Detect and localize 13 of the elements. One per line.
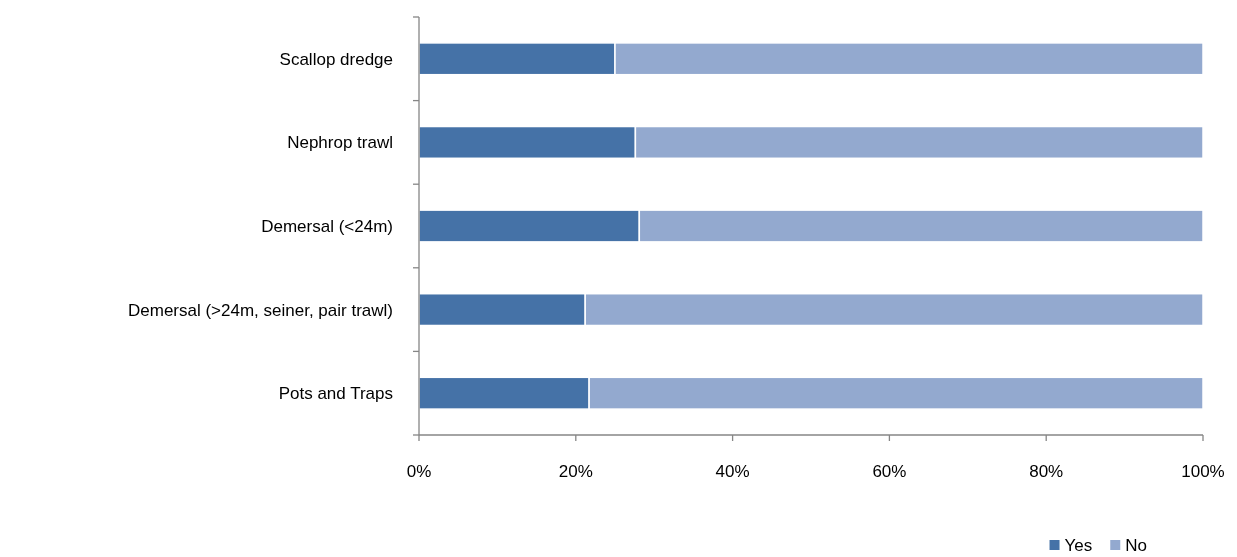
x-tick-label: 80% — [1029, 461, 1064, 481]
y-tick-label: Demersal (<24m) — [261, 216, 393, 236]
x-tick-label: 40% — [715, 461, 750, 481]
y-tick-label: Pots and Traps — [278, 384, 393, 404]
x-tick-label: 20% — [558, 461, 593, 481]
y-tick-label: Demersal (>24m, seiner, pair trawl) — [127, 300, 393, 320]
x-tick-label: 0% — [406, 461, 432, 481]
x-tick-label: 100% — [1181, 461, 1225, 481]
legend-label: No — [1125, 535, 1147, 555]
y-tick-label: Nephrop trawl — [287, 133, 393, 153]
legend-label: Yes — [1064, 535, 1093, 555]
x-tick-label: 60% — [872, 461, 907, 481]
y-tick-label: Scallop dredge — [279, 49, 393, 69]
